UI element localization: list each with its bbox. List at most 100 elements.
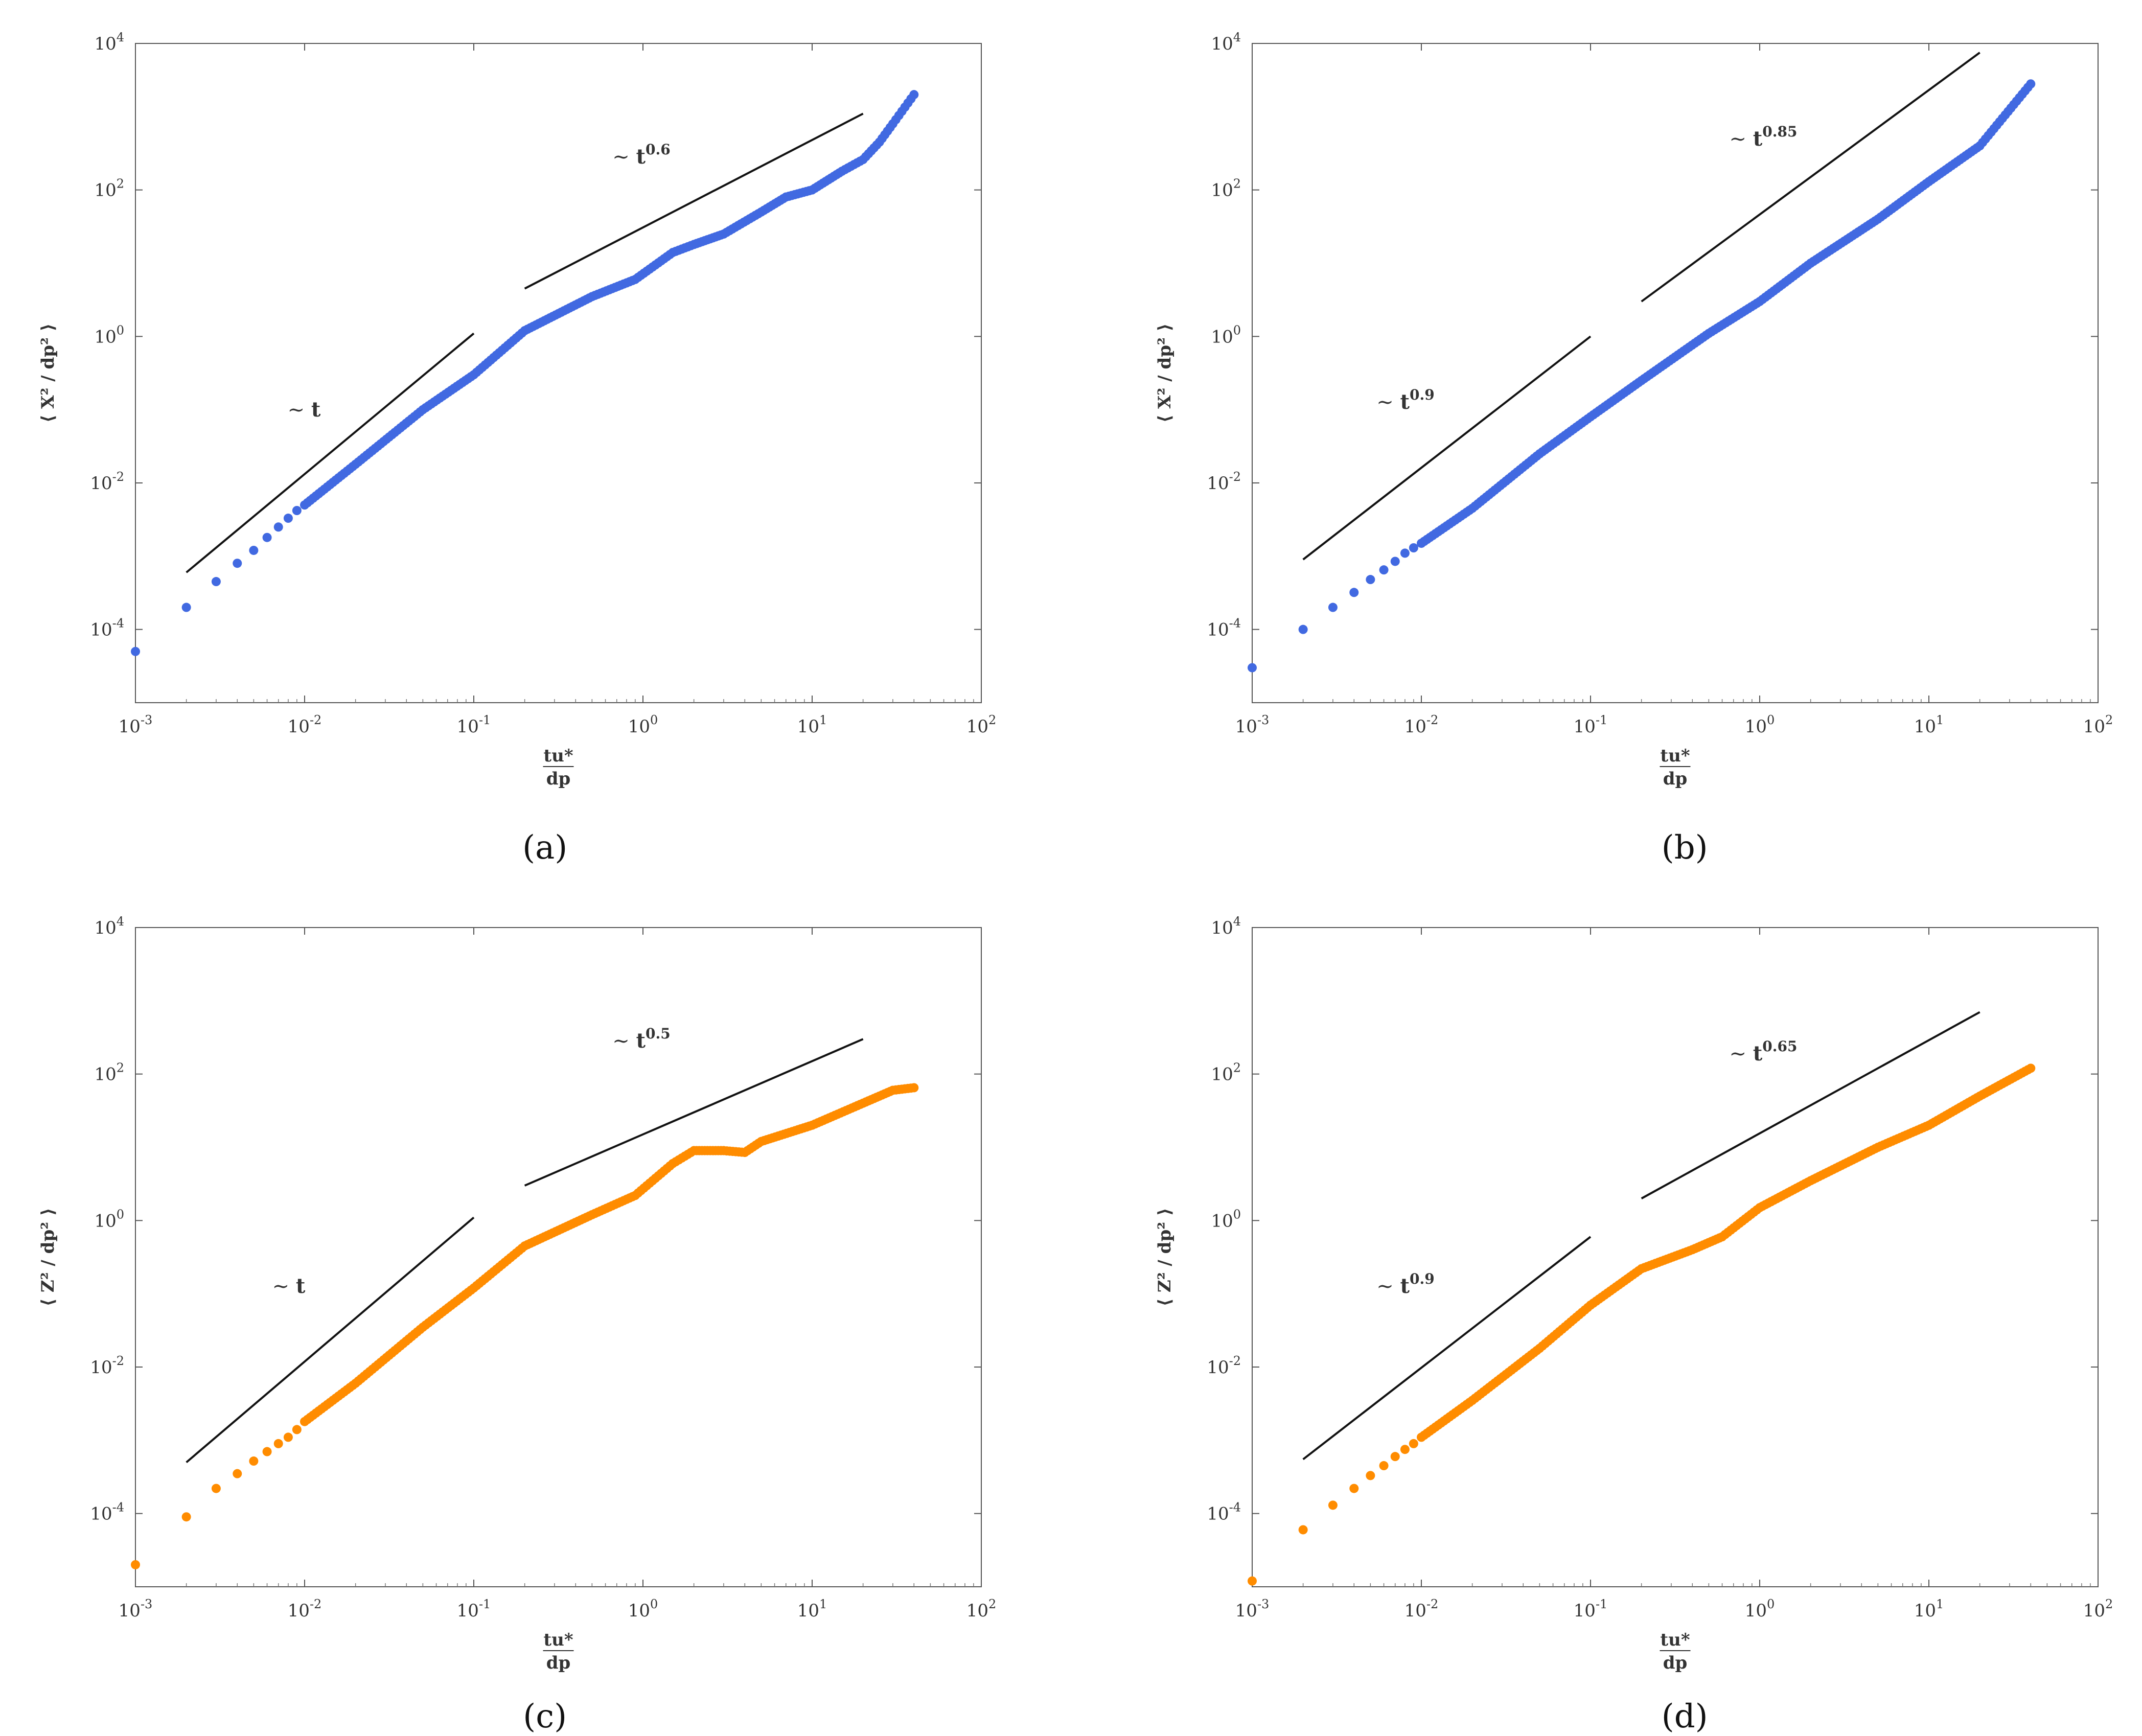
x-tick-label: 10-1 <box>457 713 491 737</box>
x-tick-label: 10-1 <box>1574 1597 1608 1621</box>
panel-label-c: (c) <box>523 1698 567 1735</box>
panel-label-d: (d) <box>1662 1698 1708 1735</box>
x-tick-label: 101 <box>1914 713 1944 737</box>
data-point <box>1328 1500 1338 1510</box>
y-axis-label: ⟨ X² / dp² ⟩ <box>38 323 58 423</box>
data-point <box>262 533 272 542</box>
x-tick-label: 10-2 <box>1404 713 1439 737</box>
y-tick-label: 10-2 <box>90 470 124 494</box>
chart-panel-a: 10-3 10-2 10-1 100 101 102 10-4 10-2 100 102 104 tu… <box>38 30 996 789</box>
y-axis-label: ⟨ X² / dp² ⟩ <box>1155 323 1175 423</box>
guide-line <box>524 112 864 290</box>
y-tick-label: 100 <box>1211 323 1241 347</box>
y-tick-label: 100 <box>94 1207 124 1231</box>
data-point <box>2026 1063 2036 1073</box>
data-point <box>283 514 293 523</box>
x-tick-label: 10-3 <box>1235 713 1270 737</box>
data-point <box>1349 588 1359 597</box>
x-axis-label-numerator: tu* <box>543 746 573 766</box>
plot-frame <box>1252 927 2099 1587</box>
x-tick-label: 10-1 <box>1574 713 1608 737</box>
x-tick-label: 100 <box>628 713 658 737</box>
data-point <box>1248 1576 1257 1586</box>
y-tick-label: 102 <box>94 177 124 201</box>
x-axis-label-denominator: dp <box>546 1653 571 1673</box>
x-axis-label-numerator: tu* <box>543 1630 573 1650</box>
y-tick-label: 10-2 <box>1207 1354 1241 1378</box>
data-point <box>273 522 283 532</box>
guide-line <box>1302 1236 1592 1461</box>
x-tick-label: 100 <box>1745 713 1775 737</box>
y-tick-label: 100 <box>1211 1207 1241 1231</box>
panel-label-a: (a) <box>522 829 567 867</box>
data-point <box>262 1447 272 1456</box>
guide-label: ~ t0.85 <box>1730 123 1798 151</box>
x-tick-label: 101 <box>797 1597 827 1621</box>
y-axis-label: ⟨ Z² / dp² ⟩ <box>38 1208 58 1307</box>
data-point <box>273 1439 283 1448</box>
data-point <box>1379 565 1389 575</box>
data-point <box>1349 1484 1359 1493</box>
x-axis-label-denominator: dp <box>1663 1653 1688 1673</box>
data-point <box>1298 1525 1308 1535</box>
plot-frame <box>135 927 982 1587</box>
y-tick-label: 10-2 <box>90 1354 124 1378</box>
y-tick-label: 104 <box>1211 914 1241 938</box>
x-tick-label: 100 <box>628 1597 658 1621</box>
x-tick-label: 102 <box>2083 1597 2113 1621</box>
data-point <box>131 646 140 656</box>
chart-panel-b: 10-3 10-2 10-1 100 101 102 10-4 10-2 100 102 104 tu… <box>1155 30 2113 789</box>
x-tick-label: 10-2 <box>1404 1597 1439 1621</box>
guide-label: ~ t0.65 <box>1730 1038 1798 1066</box>
plot-frame <box>1252 43 2099 703</box>
guide-label: ~ t0.9 <box>1376 386 1434 414</box>
guide-line <box>186 332 475 573</box>
data-point <box>1409 543 1418 553</box>
data-point <box>1409 1439 1418 1448</box>
y-tick-label: 102 <box>94 1061 124 1085</box>
data-point <box>181 603 191 612</box>
guide-line <box>1302 335 1592 561</box>
x-axis-label-denominator: dp <box>1663 769 1688 789</box>
x-tick-label: 101 <box>1914 1597 1944 1621</box>
x-tick-label: 102 <box>2083 713 2113 737</box>
x-tick-label: 101 <box>797 713 827 737</box>
data-point <box>909 1083 919 1093</box>
guide-line <box>1641 1011 1980 1199</box>
y-tick-label: 100 <box>94 323 124 347</box>
data-point <box>292 506 302 516</box>
data-point <box>211 577 221 587</box>
y-tick-label: 102 <box>1211 177 1241 201</box>
data-point <box>249 545 259 555</box>
x-tick-label: 100 <box>1745 1597 1775 1621</box>
chart-panel-d: 10-3 10-2 10-1 100 101 102 10-4 10-2 100 102 104 tu… <box>1155 914 2113 1673</box>
guide-line <box>1641 52 1980 303</box>
y-tick-label: 10-4 <box>90 616 124 640</box>
data-point <box>1400 1445 1410 1454</box>
y-tick-label: 104 <box>1211 30 1241 54</box>
data-point <box>1366 575 1375 585</box>
data-point <box>2026 79 2036 89</box>
panel-label-b: (b) <box>1662 829 1708 867</box>
y-tick-label: 10-4 <box>90 1500 124 1524</box>
y-tick-label: 10-2 <box>1207 470 1241 494</box>
guide-label: ~ t0.9 <box>1376 1270 1434 1298</box>
guide-label: ~ t <box>288 398 321 422</box>
data-point <box>1379 1461 1389 1471</box>
x-axis-label-numerator: tu* <box>1660 746 1690 766</box>
y-tick-label: 102 <box>1211 1061 1241 1085</box>
guide-line <box>186 1216 475 1464</box>
data-point <box>181 1512 191 1522</box>
chart-panel-c: 10-3 10-2 10-1 100 101 102 10-4 10-2 100 102 104 tu… <box>38 914 996 1673</box>
plot-frame <box>135 43 982 703</box>
x-tick-label: 10-3 <box>119 1597 153 1621</box>
y-tick-label: 10-4 <box>1207 616 1241 640</box>
x-tick-label: 10-3 <box>119 713 153 737</box>
x-axis-label-numerator: tu* <box>1660 1630 1690 1650</box>
y-tick-label: 10-4 <box>1207 1500 1241 1524</box>
data-point <box>909 90 919 100</box>
x-tick-label: 10-3 <box>1235 1597 1270 1621</box>
x-tick-label: 102 <box>966 1597 997 1621</box>
data-point <box>233 559 242 568</box>
